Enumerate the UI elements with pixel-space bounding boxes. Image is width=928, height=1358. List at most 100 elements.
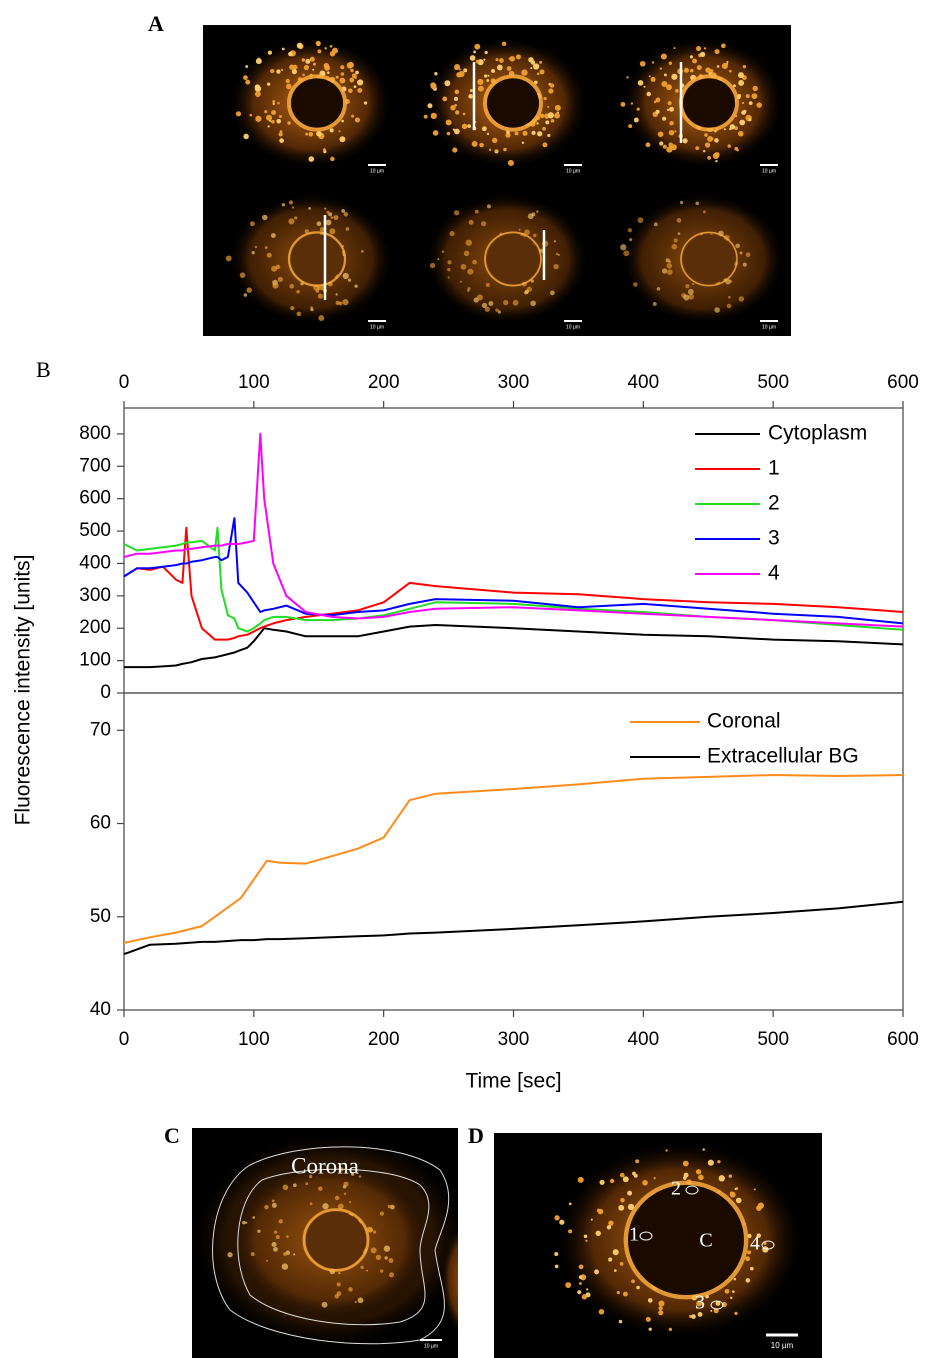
tile-content: 10 µm bbox=[620, 193, 785, 330]
granule bbox=[648, 75, 651, 78]
x-tick-label: 200 bbox=[368, 372, 400, 393]
granule bbox=[243, 75, 248, 80]
granule bbox=[389, 1272, 395, 1278]
micrograph-tile: 10 µm bbox=[620, 193, 785, 330]
granule bbox=[484, 74, 488, 78]
granule bbox=[629, 238, 633, 242]
granule bbox=[734, 1187, 737, 1191]
granule bbox=[637, 80, 644, 86]
roi-label: 1 bbox=[629, 1224, 639, 1246]
granule bbox=[547, 133, 551, 138]
granule bbox=[594, 1269, 599, 1275]
granule bbox=[655, 109, 660, 114]
granule bbox=[749, 1266, 754, 1271]
tile-content: 10 µm bbox=[229, 37, 393, 174]
granule bbox=[357, 1297, 364, 1304]
granule bbox=[506, 66, 512, 71]
granule bbox=[714, 152, 720, 158]
tile-content: 10 µm bbox=[225, 193, 393, 330]
nucleus-ring bbox=[287, 74, 347, 132]
granule bbox=[289, 283, 295, 289]
roi-label: C bbox=[699, 1230, 712, 1252]
granule bbox=[752, 85, 758, 92]
y-tick-label: 40 bbox=[90, 999, 111, 1020]
granule bbox=[354, 117, 360, 123]
roi-marker bbox=[639, 1231, 653, 1241]
granule bbox=[390, 1204, 395, 1210]
granule bbox=[388, 1258, 394, 1264]
granule bbox=[329, 44, 333, 48]
corona-label: Corona bbox=[291, 1153, 359, 1178]
scale-bar-label: 10 µm bbox=[370, 168, 384, 174]
granule bbox=[286, 1235, 289, 1238]
granule bbox=[668, 142, 674, 148]
granule bbox=[348, 1287, 353, 1292]
nucleus-ring bbox=[623, 1180, 749, 1300]
granule bbox=[753, 1188, 756, 1191]
granule bbox=[633, 282, 638, 287]
granule bbox=[473, 50, 476, 54]
granule bbox=[387, 1204, 391, 1209]
granule bbox=[474, 209, 479, 214]
tile-content: 10 µm bbox=[620, 37, 785, 174]
granule bbox=[479, 142, 484, 148]
granule bbox=[326, 210, 330, 214]
granule bbox=[239, 272, 246, 278]
granule bbox=[357, 87, 363, 93]
granule bbox=[477, 78, 484, 85]
granule bbox=[505, 132, 511, 138]
granule bbox=[503, 147, 507, 152]
granule bbox=[278, 132, 283, 137]
granule bbox=[512, 299, 519, 306]
granule bbox=[432, 130, 439, 136]
granule bbox=[269, 120, 272, 123]
granule bbox=[454, 128, 460, 135]
granule bbox=[521, 141, 525, 144]
granule bbox=[266, 1259, 269, 1262]
nucleus-ring bbox=[483, 74, 543, 132]
granule bbox=[581, 1294, 588, 1300]
panel-label: B bbox=[36, 357, 51, 382]
granule bbox=[669, 120, 674, 126]
granule bbox=[695, 201, 700, 206]
granule bbox=[619, 1261, 624, 1266]
granule bbox=[227, 1252, 233, 1258]
granule bbox=[682, 138, 688, 144]
granule bbox=[463, 250, 470, 257]
granule bbox=[738, 296, 745, 302]
granule bbox=[667, 269, 673, 275]
granule bbox=[620, 101, 626, 107]
granule bbox=[687, 288, 694, 295]
granule bbox=[548, 88, 554, 94]
granule bbox=[465, 239, 472, 246]
granule bbox=[368, 1227, 374, 1233]
granule bbox=[578, 1282, 582, 1285]
granule bbox=[620, 244, 627, 251]
granule bbox=[338, 301, 343, 306]
granule bbox=[330, 156, 335, 162]
granule bbox=[530, 279, 534, 283]
granule bbox=[486, 132, 490, 136]
granule bbox=[308, 207, 312, 210]
granule bbox=[689, 68, 694, 73]
granule bbox=[703, 47, 707, 50]
granule bbox=[669, 106, 674, 112]
granule bbox=[539, 113, 545, 119]
granule bbox=[358, 1175, 362, 1178]
granule bbox=[643, 85, 646, 88]
granule bbox=[608, 1220, 614, 1226]
granule bbox=[542, 126, 546, 131]
granule bbox=[659, 141, 664, 146]
granule bbox=[550, 290, 555, 296]
granule bbox=[484, 306, 490, 312]
granule bbox=[351, 114, 355, 118]
granule bbox=[315, 289, 320, 293]
image-content: Corona 10 µm bbox=[192, 1130, 458, 1350]
granule bbox=[354, 1300, 357, 1304]
granule bbox=[536, 210, 539, 213]
granule bbox=[660, 53, 667, 60]
granule bbox=[447, 276, 450, 279]
granule bbox=[739, 251, 743, 255]
granule bbox=[707, 136, 713, 142]
